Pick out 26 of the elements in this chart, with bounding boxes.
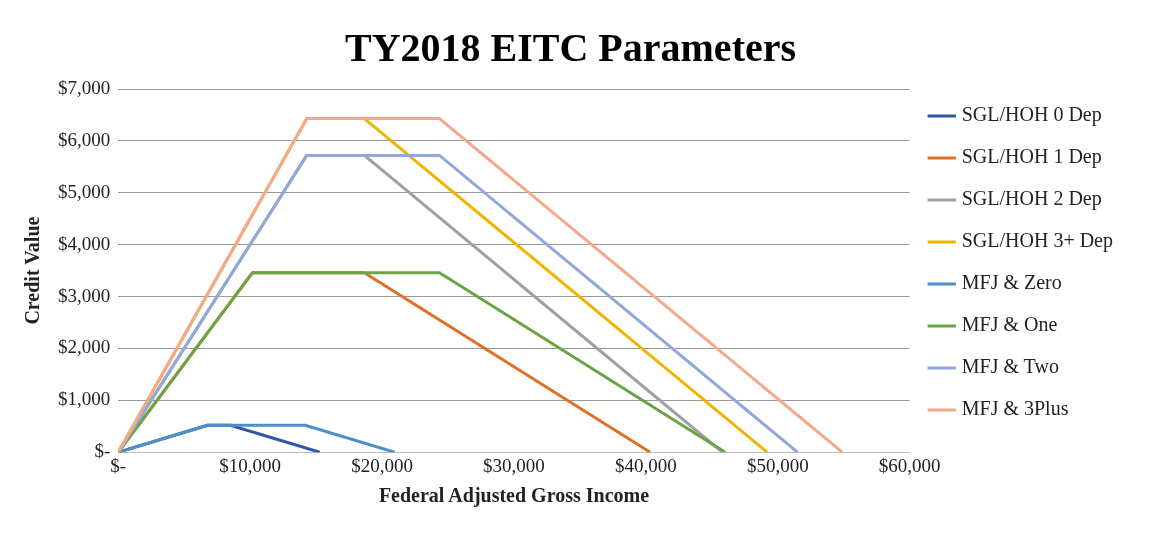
legend-label: MFJ & 3Plus (961, 397, 1069, 420)
y-tick-label: $5,000 (58, 180, 111, 202)
legend-label: MFJ & Two (961, 355, 1059, 378)
legend-label: SGL/HOH 3+ Dep (961, 229, 1114, 253)
legend-label: MFJ & Zero (961, 271, 1062, 294)
legend-label: SGL/HOH 1 Dep (961, 145, 1102, 169)
legend-label: MFJ & One (961, 313, 1058, 336)
y-tick-label: $1,000 (58, 388, 111, 410)
y-axis-title: Credit Value (21, 216, 44, 325)
y-tick-label: $7,000 (58, 76, 111, 98)
y-tick-label: $4,000 (58, 232, 111, 254)
legend-label: SGL/HOH 0 Dep (961, 103, 1102, 127)
x-tick-label: $60,000 (878, 454, 941, 476)
x-tick-label: $- (110, 454, 127, 476)
y-tick-label: $- (94, 440, 111, 462)
y-tick-label: $2,000 (58, 336, 111, 358)
x-tick-label: $10,000 (219, 454, 282, 476)
x-tick-label: $30,000 (483, 454, 545, 476)
y-tick-label: $6,000 (58, 128, 111, 150)
y-tick-label: $3,000 (58, 284, 111, 306)
x-tick-label: $20,000 (351, 454, 413, 476)
x-tick-label: $50,000 (746, 454, 809, 476)
chart-title: TY2018 EITC Parameters (344, 25, 797, 71)
x-axis-title: Federal Adjusted Gross Income (378, 484, 650, 508)
legend-label: SGL/HOH 2 Dep (961, 187, 1102, 211)
x-tick-label: $40,000 (615, 454, 677, 476)
